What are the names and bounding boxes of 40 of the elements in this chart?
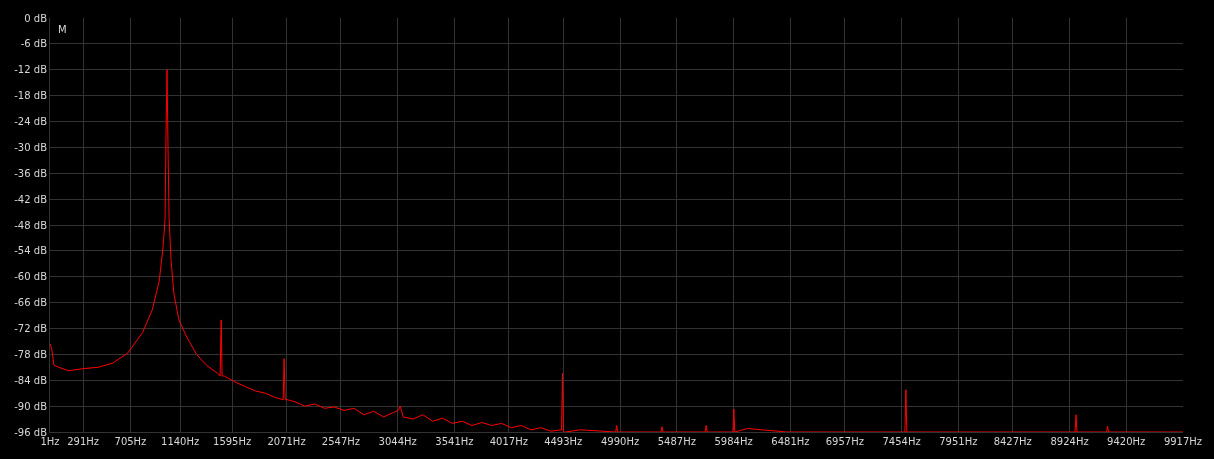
y-tick-label: -66 dB bbox=[14, 297, 48, 309]
y-tick-label: -60 dB bbox=[14, 271, 48, 283]
x-tick-label: 3541Hz bbox=[435, 436, 474, 447]
x-tick-label: 5487Hz bbox=[657, 436, 696, 447]
x-tick-label: 6481Hz bbox=[771, 436, 810, 447]
y-tick-label: -6 dB bbox=[20, 38, 48, 50]
y-tick-label: -54 dB bbox=[14, 245, 48, 257]
y-tick-label: -78 dB bbox=[14, 348, 48, 360]
x-tick-label: 5984Hz bbox=[714, 436, 753, 447]
y-tick-label: -48 dB bbox=[14, 219, 48, 231]
x-tick-label: 1595Hz bbox=[213, 436, 252, 447]
y-tick-label: -72 dB bbox=[14, 323, 48, 334]
x-tick-label: 4493Hz bbox=[544, 436, 583, 447]
x-tick-label: 2547Hz bbox=[321, 436, 361, 447]
x-tick-label: 7951Hz bbox=[939, 436, 978, 447]
x-tick-label: 6957Hz bbox=[825, 436, 864, 447]
x-tick-label: 9917Hz bbox=[1163, 436, 1203, 447]
x-tick-label: 7454Hz bbox=[882, 436, 921, 447]
x-tick-label: 4990Hz bbox=[600, 436, 640, 447]
y-tick-label: -24 dB bbox=[14, 116, 48, 127]
x-tick-label: 705Hz bbox=[114, 436, 147, 447]
x-tick-label: 291Hz bbox=[67, 436, 100, 447]
annotation: M bbox=[58, 24, 67, 35]
y-tick-label: 0 dB bbox=[24, 12, 48, 24]
x-tick-label: 9420Hz bbox=[1107, 436, 1146, 447]
x-tick-label: 1140Hz bbox=[161, 436, 200, 447]
x-tick-label: 8427Hz bbox=[993, 436, 1032, 447]
y-tick-label: -84 dB bbox=[14, 374, 48, 386]
y-tick-label: -36 dB bbox=[14, 167, 48, 179]
x-tick-label: 4017Hz bbox=[489, 436, 528, 447]
x-tick-label: 2071Hz bbox=[267, 436, 306, 447]
y-tick-label: -30 dB bbox=[14, 141, 48, 153]
y-tick-label: -90 dB bbox=[14, 400, 48, 412]
y-tick-label: -96 dB bbox=[14, 426, 48, 438]
y-tick-label: -42 dB bbox=[14, 193, 48, 205]
x-tick-label: 3044Hz bbox=[378, 436, 417, 447]
y-tick-label: -18 dB bbox=[14, 90, 48, 102]
x-tick-label: 1Hz bbox=[40, 436, 60, 447]
x-tick-label: 8924Hz bbox=[1050, 436, 1089, 447]
y-tick-label: -12 dB bbox=[14, 64, 48, 76]
